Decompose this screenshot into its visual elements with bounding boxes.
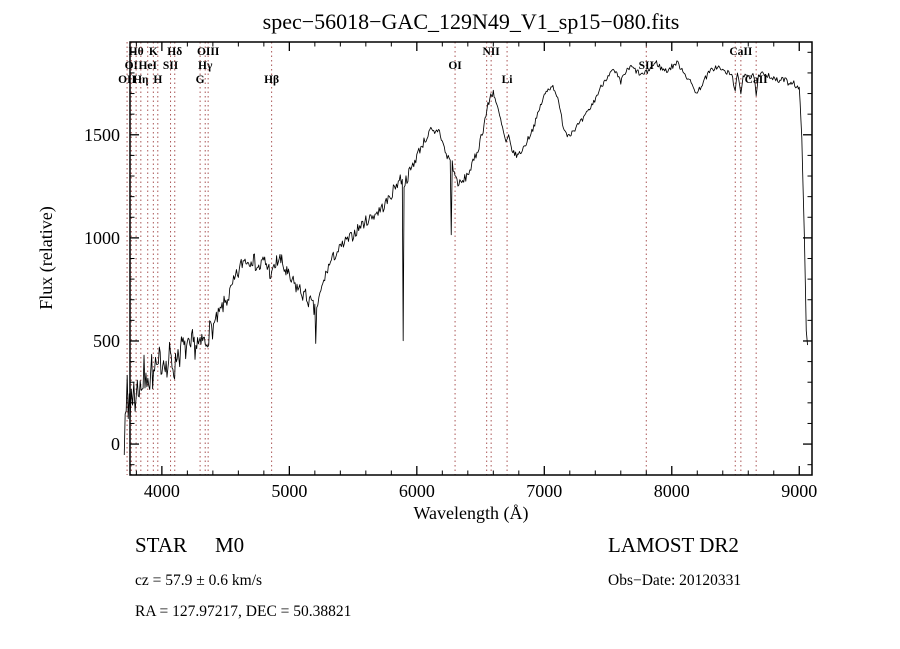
axes-frame xyxy=(129,41,813,476)
x-tick-label: 6000 xyxy=(399,481,435,501)
x-tick-label: 9000 xyxy=(781,481,817,501)
y-axis-label: Flux (relative) xyxy=(36,206,57,309)
obs-date-value: Obs−Date: 20120331 xyxy=(608,572,741,589)
object-subclass-label: M0 xyxy=(215,533,244,557)
spectral-line-label: NII xyxy=(483,46,501,58)
x-axis-label: Wavelength (Å) xyxy=(413,503,528,524)
spectral-line-label: OII xyxy=(118,74,136,86)
spectral-line-label: Hγ xyxy=(198,60,213,72)
spectral-line-label: OI xyxy=(448,60,462,72)
cz-value: cz = 57.9 ± 0.6 km/s xyxy=(135,572,262,589)
spectral-line-label: H xyxy=(153,74,162,86)
spectral-line-label: SII xyxy=(639,60,655,72)
spectral-line-markers: OIIOIHθHηHeIKHSIIHδGHγOIIIHβOINIILiSIICa… xyxy=(118,42,768,475)
spectral-line-label: Hη xyxy=(133,74,149,86)
spectral-line-label: Li xyxy=(502,74,514,86)
spectral-line-label: CaII xyxy=(729,46,753,58)
spectrum-trace xyxy=(123,60,808,456)
spectral-line-label: Hδ xyxy=(167,46,182,58)
plot-title: spec−56018−GAC_129N49_V1_sp15−080.fits xyxy=(263,9,680,34)
axis-tick-labels: 4000 5000 6000 7000 8000 9000 0 500 1000 1500 xyxy=(84,125,817,501)
spectral-line-label: Hβ xyxy=(264,74,279,86)
x-tick-label: 7000 xyxy=(526,481,562,501)
spectral-line-label: CaII xyxy=(745,74,769,86)
x-tick-label: 4000 xyxy=(144,481,180,501)
spectral-line-label: Hθ xyxy=(129,46,144,58)
spectral-line-label: OIII xyxy=(197,46,220,58)
object-type-label: STAR xyxy=(135,533,187,557)
spectral-line-label: SII xyxy=(163,60,179,72)
coordinates-value: RA = 127.97217, DEC = 50.38821 xyxy=(135,603,351,620)
y-tick-label: 0 xyxy=(111,434,120,454)
spectral-line-label: K xyxy=(149,46,158,58)
y-tick-label: 500 xyxy=(93,331,120,351)
x-tick-label: 5000 xyxy=(271,481,307,501)
x-tick-label: 8000 xyxy=(654,481,690,501)
y-tick-label: 1000 xyxy=(84,228,120,248)
survey-label: LAMOST DR2 xyxy=(608,533,739,557)
axis-ticks xyxy=(130,42,812,475)
spectral-line-label: G xyxy=(196,74,205,86)
y-tick-label: 1500 xyxy=(84,125,120,145)
spectral-line-label: HeI xyxy=(138,60,157,72)
spectral-line-label: OI xyxy=(125,60,139,72)
